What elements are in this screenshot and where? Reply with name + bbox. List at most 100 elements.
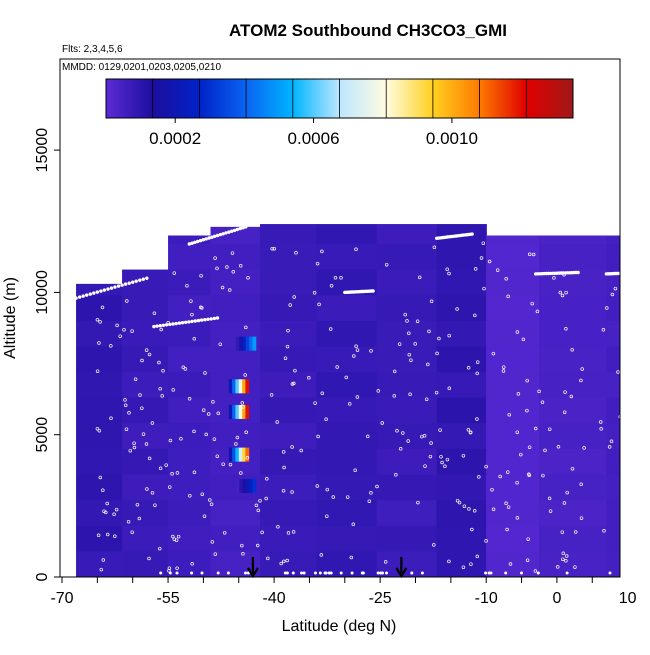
flight-leg-point [200,318,203,321]
hotspot-cell [239,379,243,393]
flight-leg-point [106,287,109,290]
hotspot-cell [232,448,236,462]
field-band [168,244,211,270]
hotspot-cell [249,337,253,351]
field-band [377,321,438,347]
field-band [317,423,378,449]
field-band [168,500,211,526]
field-band [377,449,438,475]
flight-leg-point [128,282,131,285]
hotspot-cell [246,337,250,351]
hotspot-cell [253,337,257,351]
field-band [437,347,487,373]
track-point [633,397,636,400]
field-band [317,347,378,373]
field-band [486,398,540,424]
field-band [606,423,650,449]
field-band [122,526,169,552]
flight-leg-point [184,321,187,324]
surface-point [377,572,380,575]
field-band [437,551,487,577]
flight-leg-point [236,228,239,231]
field-band [260,372,317,398]
surface-point [190,572,193,575]
field-band [606,500,650,526]
field-band [606,347,650,373]
field-band [377,224,438,244]
field-band [260,224,317,244]
hotspot [236,337,256,351]
surface-point [609,572,612,575]
hotspot-cell [249,479,253,493]
surface-point [244,572,247,575]
flight-leg-point [224,231,227,234]
field-band [317,321,378,347]
surface-point [314,572,317,575]
field-band [76,449,123,475]
surface-point [159,572,162,575]
surface-point [325,572,328,575]
field-band [260,270,317,296]
field-band [260,398,317,424]
field-band [260,449,317,475]
field-band [539,449,607,475]
flight-leg-point [622,272,625,275]
hotspot [236,479,256,493]
flight-leg-point [89,292,92,295]
field-band [437,372,487,398]
field-band [260,423,317,449]
field-band [539,475,607,501]
field-band [606,295,650,321]
flight-leg-point [142,278,145,281]
hotspot-cell [253,479,257,493]
flight-leg-point [621,272,624,275]
hotspot-cell [239,448,243,462]
field-band [437,295,487,321]
field-band [377,295,438,321]
surface-point [284,572,287,575]
field-band [76,526,123,552]
field-band [377,423,438,449]
field-band [606,372,650,398]
hotspot-cell [235,448,239,462]
hotspot-cell [245,405,249,419]
flight-leg-point [624,271,627,274]
hotspot [229,379,249,393]
flight-leg-point [165,323,168,326]
flight-leg-point [159,324,162,327]
x-tick-label: -40 [263,590,286,607]
hotspot-cell [242,379,246,393]
track-point [631,255,634,258]
x-tick-label: -55 [156,590,179,607]
field-band [486,449,540,475]
surface-point [227,572,230,575]
field-band [539,372,607,398]
flight-leg-point [171,322,174,325]
hotspot-cell [229,379,233,393]
field-band [486,475,540,501]
surface-point [176,572,179,575]
flight-leg-point [633,271,636,274]
x-tick-label: 0 [552,590,561,607]
x-axis: -70-55-40-25-1001020304050607080 [50,577,650,607]
flight-leg-point [117,284,120,287]
hotspot-cell [229,405,233,419]
flight-leg-point [155,324,158,327]
track-point [630,362,633,365]
x-tick-label: 10 [619,590,637,607]
field-band [539,244,607,270]
field-band [606,475,650,501]
track-point [629,500,632,503]
field-band [539,236,607,245]
track-point [624,407,627,410]
field-band [317,398,378,424]
surface-point [385,572,388,575]
field-band [486,347,540,373]
y-tick-label: 0 [34,572,51,581]
dates-subtitle: MMDD: 0129,0201,0203,0205,0210 [62,62,221,73]
surface-point [566,572,569,575]
surface-point [504,572,507,575]
